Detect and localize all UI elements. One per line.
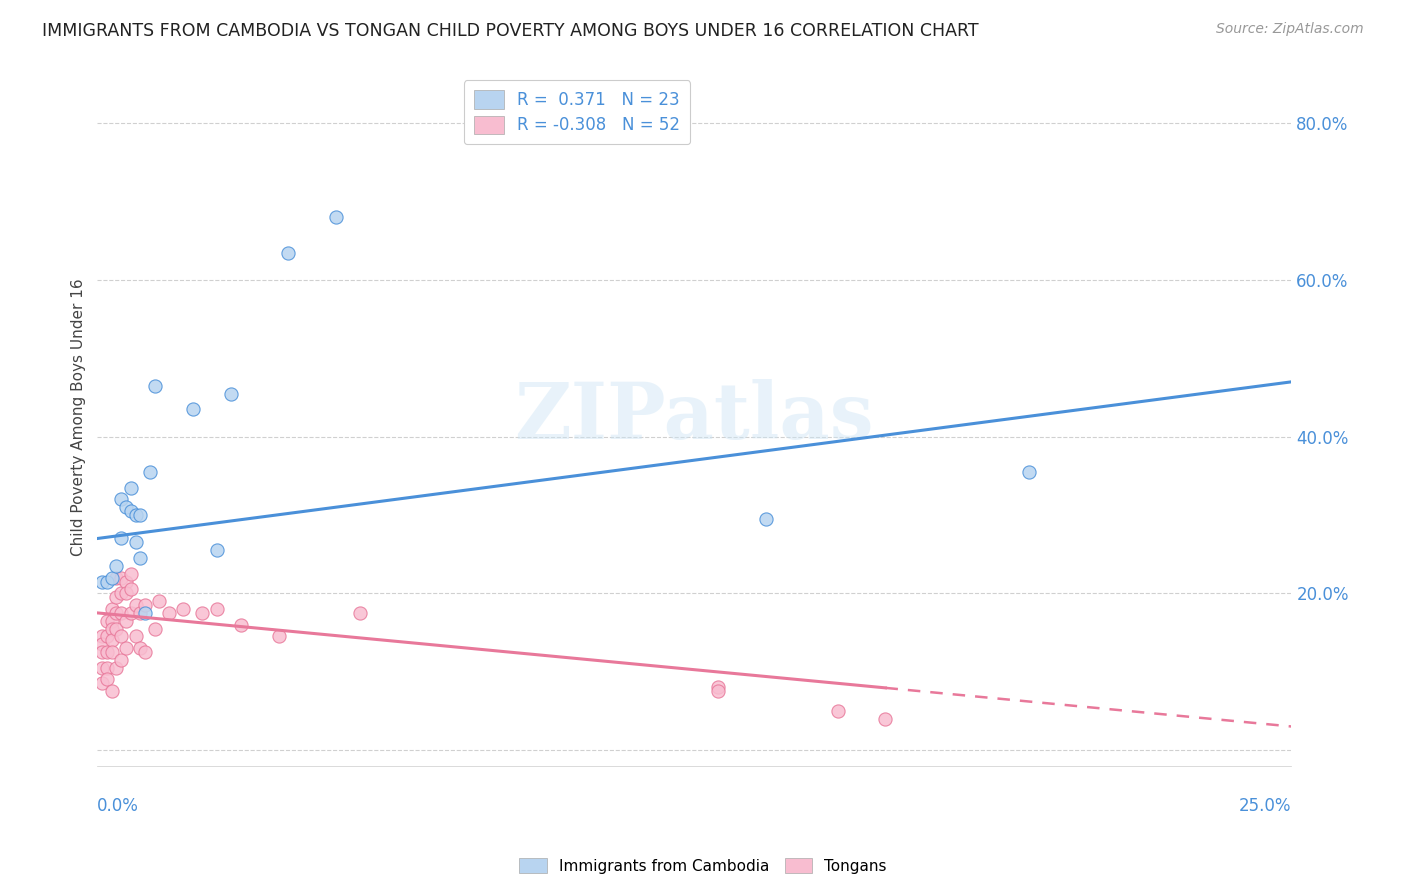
Point bbox=[100, 571, 122, 585]
Point bbox=[875, 712, 897, 726]
Legend: Immigrants from Cambodia, Tongans: Immigrants from Cambodia, Tongans bbox=[513, 852, 893, 880]
Point bbox=[267, 629, 290, 643]
Point bbox=[219, 386, 242, 401]
Point bbox=[100, 633, 122, 648]
Text: 0.0%: 0.0% bbox=[97, 797, 139, 815]
Point bbox=[139, 465, 162, 479]
Point bbox=[115, 574, 138, 589]
Point bbox=[349, 606, 371, 620]
Point bbox=[124, 629, 146, 643]
Point bbox=[105, 591, 128, 605]
Point bbox=[120, 504, 142, 518]
Point bbox=[120, 481, 142, 495]
Point bbox=[100, 645, 122, 659]
Point bbox=[110, 629, 132, 643]
Point bbox=[325, 211, 347, 225]
Point bbox=[129, 508, 152, 522]
Point bbox=[129, 606, 152, 620]
Point bbox=[120, 606, 142, 620]
Point bbox=[181, 402, 204, 417]
Point bbox=[105, 558, 128, 573]
Point bbox=[96, 574, 118, 589]
Point bbox=[100, 614, 122, 628]
Point bbox=[120, 582, 142, 597]
Point bbox=[110, 571, 132, 585]
Point bbox=[134, 598, 156, 612]
Point bbox=[91, 574, 114, 589]
Point bbox=[115, 586, 138, 600]
Point bbox=[96, 629, 118, 643]
Point bbox=[707, 684, 730, 698]
Point bbox=[707, 681, 730, 695]
Point bbox=[91, 645, 114, 659]
Point bbox=[110, 606, 132, 620]
Text: ZIPatlas: ZIPatlas bbox=[515, 379, 875, 455]
Point bbox=[205, 602, 228, 616]
Point bbox=[157, 606, 180, 620]
Point bbox=[91, 637, 114, 651]
Point bbox=[124, 535, 146, 549]
Text: 25.0%: 25.0% bbox=[1239, 797, 1292, 815]
Text: IMMIGRANTS FROM CAMBODIA VS TONGAN CHILD POVERTY AMONG BOYS UNDER 16 CORRELATION: IMMIGRANTS FROM CAMBODIA VS TONGAN CHILD… bbox=[42, 22, 979, 40]
Point bbox=[105, 571, 128, 585]
Point bbox=[229, 617, 252, 632]
Point bbox=[755, 512, 778, 526]
Point bbox=[172, 602, 194, 616]
Point bbox=[96, 673, 118, 687]
Point bbox=[96, 645, 118, 659]
Point bbox=[148, 594, 170, 608]
Point bbox=[143, 378, 166, 392]
Point bbox=[105, 606, 128, 620]
Point bbox=[134, 645, 156, 659]
Point bbox=[96, 661, 118, 675]
Point bbox=[827, 704, 849, 718]
Point bbox=[110, 586, 132, 600]
Point bbox=[105, 622, 128, 636]
Legend: R =  0.371   N = 23, R = -0.308   N = 52: R = 0.371 N = 23, R = -0.308 N = 52 bbox=[464, 80, 690, 145]
Point bbox=[110, 532, 132, 546]
Y-axis label: Child Poverty Among Boys Under 16: Child Poverty Among Boys Under 16 bbox=[72, 278, 86, 556]
Point bbox=[277, 245, 299, 260]
Point bbox=[191, 606, 214, 620]
Point bbox=[91, 676, 114, 690]
Point bbox=[143, 622, 166, 636]
Point bbox=[110, 653, 132, 667]
Point bbox=[100, 622, 122, 636]
Point bbox=[124, 598, 146, 612]
Point bbox=[129, 641, 152, 656]
Point bbox=[115, 500, 138, 515]
Point bbox=[91, 661, 114, 675]
Point bbox=[124, 508, 146, 522]
Point bbox=[110, 492, 132, 507]
Point bbox=[100, 684, 122, 698]
Point bbox=[1018, 465, 1040, 479]
Point bbox=[105, 661, 128, 675]
Point bbox=[134, 606, 156, 620]
Point bbox=[91, 629, 114, 643]
Point bbox=[115, 641, 138, 656]
Point bbox=[96, 614, 118, 628]
Point bbox=[129, 551, 152, 566]
Point bbox=[100, 602, 122, 616]
Point bbox=[120, 566, 142, 581]
Text: Source: ZipAtlas.com: Source: ZipAtlas.com bbox=[1216, 22, 1364, 37]
Point bbox=[205, 543, 228, 558]
Point bbox=[115, 614, 138, 628]
